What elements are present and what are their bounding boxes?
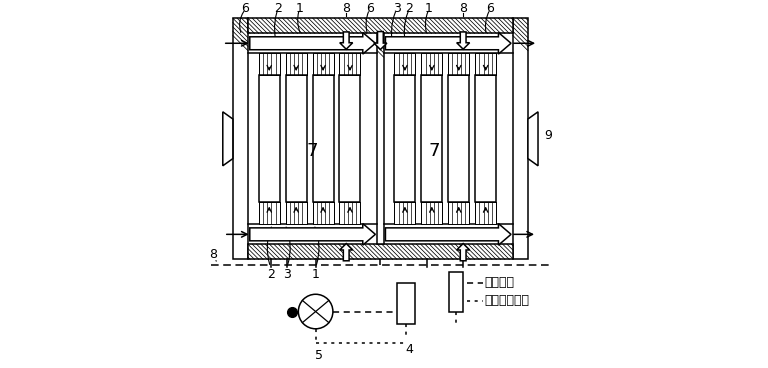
Bar — [259, 53, 280, 75]
Text: 温差发电电源: 温差发电电源 — [485, 294, 530, 307]
Polygon shape — [339, 32, 353, 49]
Polygon shape — [339, 244, 353, 261]
Bar — [513, 18, 528, 259]
Bar — [475, 75, 496, 202]
Bar — [475, 53, 496, 75]
Text: 8: 8 — [209, 248, 217, 261]
Bar — [259, 202, 280, 224]
Text: 储能系统: 储能系统 — [485, 276, 515, 289]
Bar — [475, 202, 496, 224]
Text: 8: 8 — [343, 2, 350, 15]
Bar — [286, 202, 306, 224]
Text: 6: 6 — [241, 2, 250, 15]
Bar — [449, 53, 469, 75]
Bar — [396, 283, 415, 324]
Polygon shape — [374, 32, 387, 50]
Bar — [395, 202, 415, 224]
Bar — [449, 202, 469, 224]
Bar — [248, 244, 513, 259]
Bar — [422, 53, 442, 75]
Bar — [259, 75, 280, 202]
Polygon shape — [528, 112, 538, 166]
Text: 5: 5 — [315, 348, 323, 362]
Bar — [449, 272, 463, 312]
Polygon shape — [457, 244, 470, 261]
Text: 7: 7 — [306, 142, 318, 160]
Text: 1: 1 — [312, 268, 319, 282]
Text: 9: 9 — [545, 129, 552, 142]
Bar — [395, 53, 415, 75]
Text: 2: 2 — [274, 2, 282, 15]
Text: 8: 8 — [459, 2, 467, 15]
Bar — [339, 202, 360, 224]
Text: 2: 2 — [266, 268, 275, 282]
Text: 1: 1 — [425, 2, 433, 15]
Bar — [395, 75, 415, 202]
Text: 2: 2 — [406, 2, 413, 15]
Bar — [339, 75, 360, 202]
Bar — [233, 18, 248, 259]
Bar — [377, 33, 384, 244]
Text: 3: 3 — [283, 268, 291, 282]
Bar — [313, 75, 333, 202]
Polygon shape — [250, 223, 376, 245]
Text: 6: 6 — [486, 2, 494, 15]
Bar — [313, 202, 333, 224]
Bar — [286, 53, 306, 75]
Text: 7: 7 — [429, 142, 440, 160]
Polygon shape — [386, 32, 511, 54]
Bar — [339, 53, 360, 75]
Bar — [248, 18, 513, 33]
Bar — [422, 202, 442, 224]
Bar — [449, 75, 469, 202]
Bar — [422, 75, 442, 202]
Text: 6: 6 — [366, 2, 373, 15]
Polygon shape — [223, 112, 233, 166]
Polygon shape — [386, 223, 511, 245]
Polygon shape — [250, 32, 376, 54]
Bar — [286, 75, 306, 202]
Polygon shape — [457, 32, 470, 49]
Text: 1: 1 — [296, 2, 303, 15]
Text: 4: 4 — [406, 343, 413, 356]
Text: 3: 3 — [392, 2, 401, 15]
Bar — [313, 53, 333, 75]
